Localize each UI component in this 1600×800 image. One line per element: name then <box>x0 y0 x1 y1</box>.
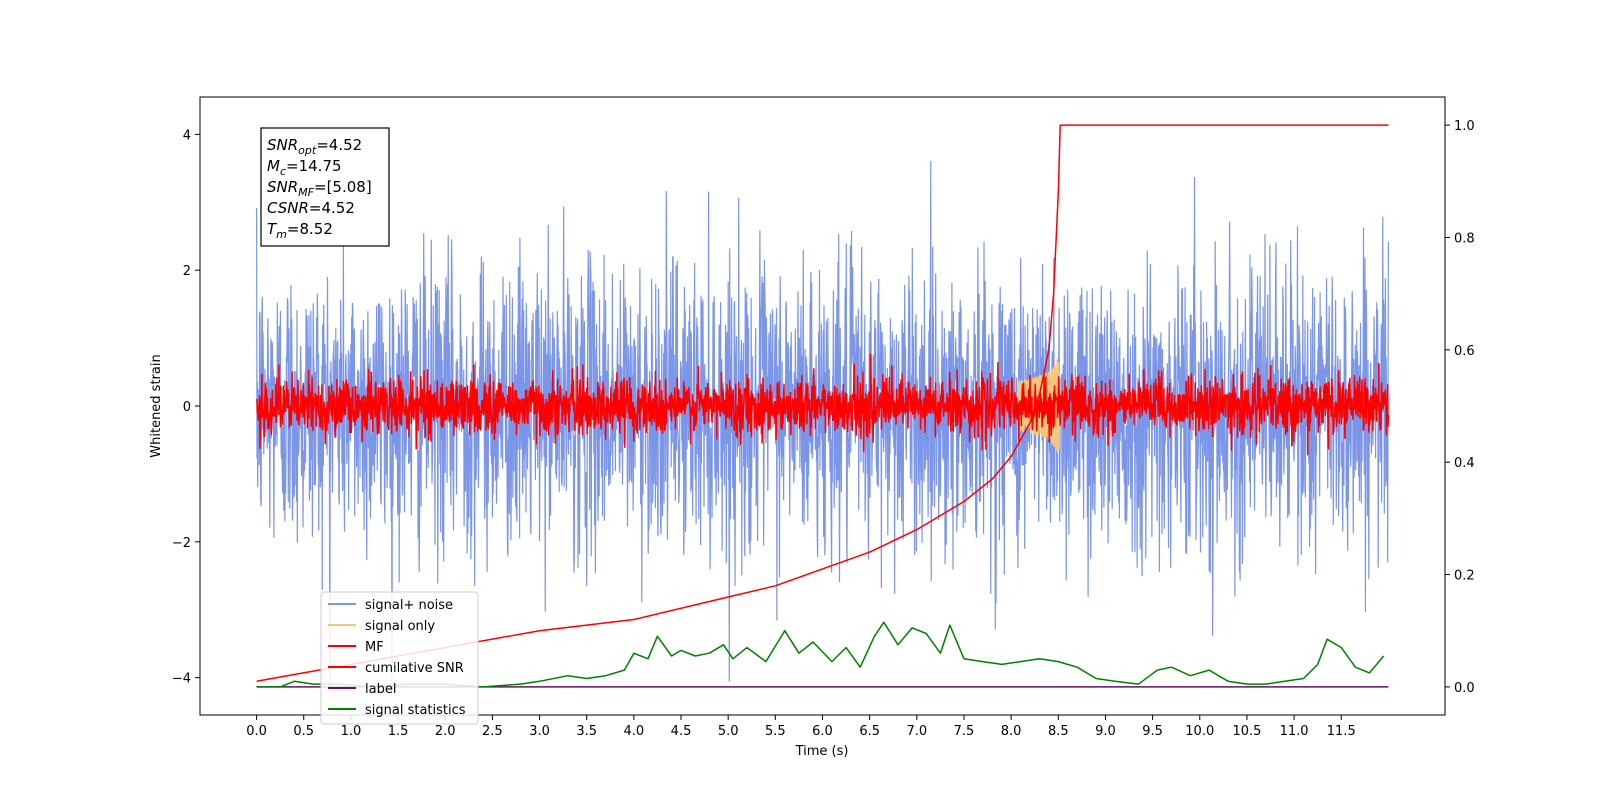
x-tick-label: 4.0 <box>624 724 645 739</box>
y-tick-label: 2 <box>183 264 191 279</box>
legend-label: MF <box>365 640 384 655</box>
info-line: Mc=14.75 <box>267 157 342 178</box>
info-line: SNRopt=4.52 <box>267 136 362 157</box>
x-tick-label: 0.5 <box>293 724 314 739</box>
x-tick-label: 10.0 <box>1185 724 1214 739</box>
info-line: Tm=8.52 <box>267 220 333 241</box>
y2-tick-label: 1.0 <box>1454 119 1475 134</box>
x-axis-label: Time (s) <box>795 744 849 759</box>
x-tick-label: 9.0 <box>1095 724 1116 739</box>
x-tick-label: 10.5 <box>1232 724 1261 739</box>
x-tick-label: 11.5 <box>1327 724 1356 739</box>
y2-tick-label: 0.0 <box>1454 681 1475 696</box>
y-tick-label: −2 <box>172 536 191 551</box>
legend-label: label <box>365 682 396 697</box>
info-line: CSNR=4.52 <box>267 199 355 217</box>
x-tick-label: 1.5 <box>388 724 409 739</box>
info-line: SNRMF=[5.08] <box>267 178 372 199</box>
x-tick-label: 4.5 <box>671 724 692 739</box>
legend-frame <box>320 591 479 725</box>
x-tick-label: 6.0 <box>812 724 833 739</box>
x-tick-label: 3.0 <box>529 724 550 739</box>
x-tick-label: 7.0 <box>906 724 927 739</box>
series-line-2 <box>255 353 1390 456</box>
x-tick-label: 1.0 <box>341 724 362 739</box>
y2-tick-label: 0.4 <box>1454 456 1475 471</box>
x-tick-label: 3.5 <box>576 724 597 739</box>
legend: signal+ noise signal only MF cumilative SNR… <box>320 591 479 725</box>
x-tick-label: 2.5 <box>482 724 503 739</box>
y-tick-label: 4 <box>183 128 191 143</box>
y-tick-label: 0 <box>183 400 191 415</box>
axes: 0.0 0.5 1.0 1.5 2.0 2.5 3.0 3.5 4.0 4.5 5.0 5.5 6.0 6… <box>172 119 1475 739</box>
series-line-5 <box>256 621 1385 688</box>
info-box: SNRopt=4.52Mc=14.75SNRMF=[5.08]CSNR=4.52… <box>260 127 390 247</box>
x-tick-label: 2.0 <box>435 724 456 739</box>
y2-tick-label: 0.2 <box>1454 569 1475 584</box>
legend-label: signal statistics <box>365 703 466 718</box>
legend-label: cumilative SNR <box>365 661 464 676</box>
y2-tick-label: 0.6 <box>1454 344 1475 359</box>
x-tick-label: 8.0 <box>1001 724 1022 739</box>
legend-label: signal only <box>365 619 435 634</box>
legend-label: signal+ noise <box>365 598 453 613</box>
x-tick-label: 9.5 <box>1142 724 1163 739</box>
x-tick-label: 5.0 <box>718 724 739 739</box>
x-tick-label: 7.5 <box>954 724 975 739</box>
x-tick-label: 11.0 <box>1280 724 1309 739</box>
series-line-3 <box>256 124 1389 683</box>
y-tick-label: −4 <box>172 672 191 687</box>
x-tick-label: 5.5 <box>765 724 786 739</box>
x-tick-label: 8.5 <box>1048 724 1069 739</box>
x-tick-label: 0.0 <box>246 724 267 739</box>
x-tick-label: 6.5 <box>859 724 880 739</box>
y2-tick-label: 0.8 <box>1454 231 1475 246</box>
info-box-frame <box>260 127 390 247</box>
y-axis-label: Whitened strain <box>149 354 164 457</box>
